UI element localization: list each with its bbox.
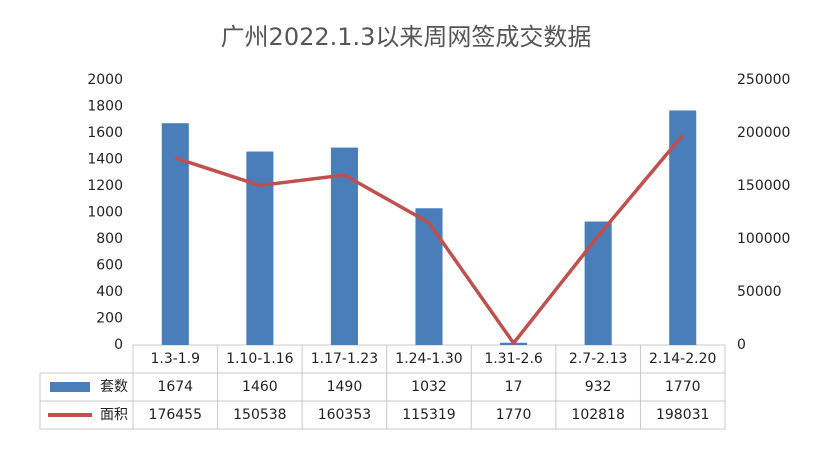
y2-tick-label: 50000 xyxy=(737,284,782,300)
table-cell: 1770 xyxy=(665,379,701,395)
legend-label: 面积 xyxy=(100,407,128,423)
x-tick-label: 2.14-2.20 xyxy=(649,351,716,367)
bar xyxy=(415,208,443,345)
table-cell: 160353 xyxy=(318,407,371,423)
y2-tick-label: 250000 xyxy=(737,72,790,88)
table-cell: 1490 xyxy=(327,379,363,395)
table-cell: 198031 xyxy=(656,407,709,423)
y-tick-label: 400 xyxy=(96,284,123,300)
x-tick-label: 1.3-1.9 xyxy=(150,351,200,367)
table-cell: 1460 xyxy=(242,379,278,395)
x-tick-label: 2.7-2.13 xyxy=(569,351,628,367)
y-tick-label: 1400 xyxy=(87,152,123,168)
y-tick-label: 600 xyxy=(96,258,123,274)
table-cell: 115319 xyxy=(402,407,455,423)
y-tick-label: 2000 xyxy=(87,72,123,88)
x-tick-label: 1.24-1.30 xyxy=(395,351,462,367)
y2-tick-label: 0 xyxy=(737,337,746,353)
chart-title: 广州2022.1.3以来周网签成交数据 xyxy=(221,23,592,51)
y2-tick-label: 200000 xyxy=(737,125,790,141)
bar xyxy=(669,110,697,345)
y2-tick-label: 100000 xyxy=(737,231,790,247)
x-tick-label: 1.10-1.16 xyxy=(226,351,293,367)
x-tick-label: 1.17-1.23 xyxy=(311,351,378,367)
y-tick-label: 1200 xyxy=(87,178,123,194)
table-cell: 176455 xyxy=(149,407,202,423)
table-cell: 102818 xyxy=(571,407,624,423)
legend-key xyxy=(50,382,90,392)
y-tick-label: 0 xyxy=(114,337,123,353)
y-tick-label: 1800 xyxy=(87,99,123,115)
legend-label: 套数 xyxy=(100,379,128,395)
y-tick-label: 1600 xyxy=(87,125,123,141)
table-cell: 150538 xyxy=(233,407,286,423)
table-cell: 1770 xyxy=(496,407,532,423)
bar xyxy=(161,123,189,345)
table-cell: 1032 xyxy=(411,379,447,395)
table-cell: 17 xyxy=(505,379,523,395)
y-tick-label: 1000 xyxy=(87,205,123,221)
y2-tick-label: 150000 xyxy=(737,178,790,194)
x-tick-label: 1.31-2.6 xyxy=(484,351,543,367)
y-tick-label: 800 xyxy=(96,231,123,247)
table-cell: 932 xyxy=(585,379,612,395)
table-cell: 1674 xyxy=(157,379,193,395)
bar xyxy=(584,221,612,345)
y-tick-label: 200 xyxy=(96,311,123,327)
line xyxy=(174,133,685,345)
